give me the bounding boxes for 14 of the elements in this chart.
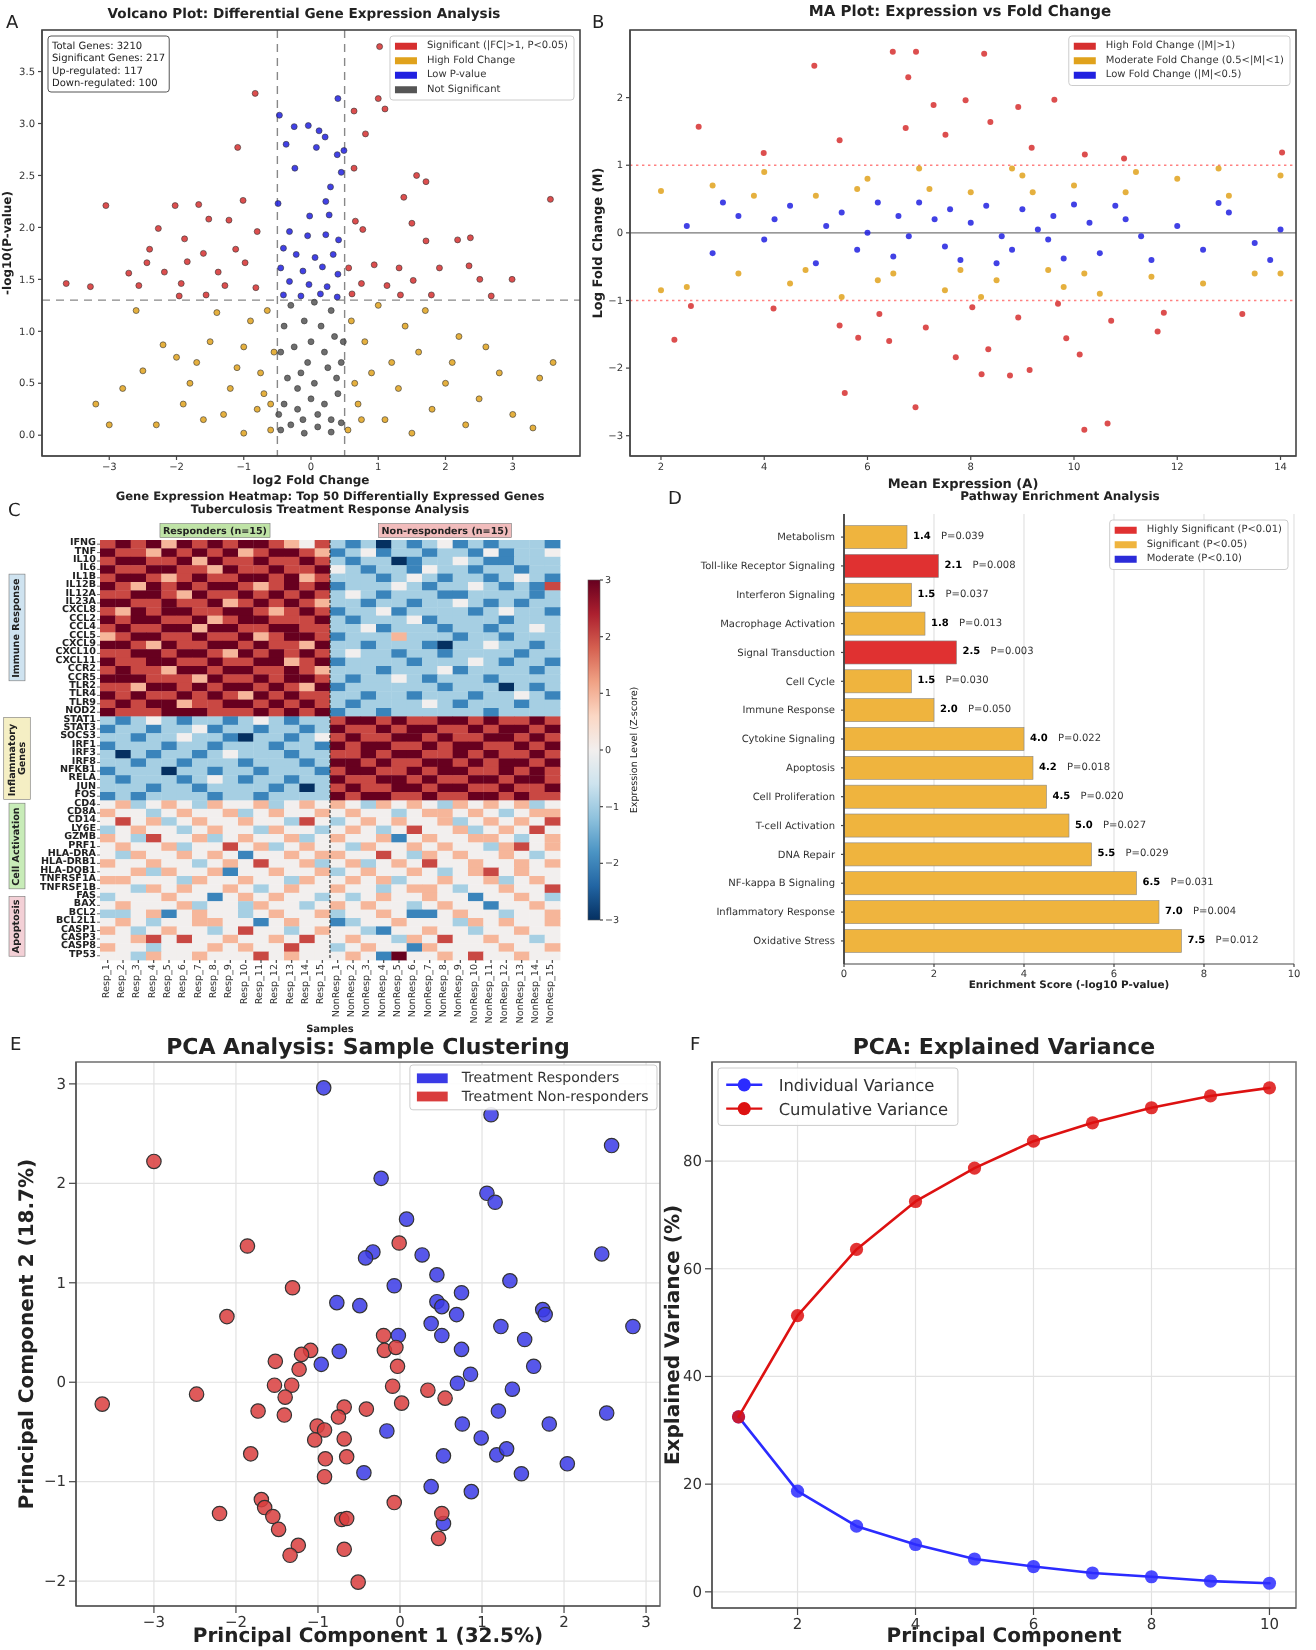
text: E [10,1036,22,1056]
text: C [8,502,21,522]
text: B [592,14,605,34]
legend-label: Cumulative Variance [778,1098,949,1119]
y-axis-title: Principal Component 2 (18.7%) [17,1158,39,1510]
text: A [6,14,20,34]
text: D [668,490,682,510]
x-axis-title: Principal Component 1 (32.5%) [192,1626,544,1648]
y-axis-title: Explained Variance (%) [663,1204,685,1466]
chart-title: PCA Analysis: Sample Clustering [166,1034,570,1060]
text: F [690,1036,701,1056]
legend-label: Individual Variance [778,1074,935,1095]
x-axis-title: Principal Component [886,1626,1122,1648]
chart-title: PCA: Explained Variance [852,1034,1156,1060]
